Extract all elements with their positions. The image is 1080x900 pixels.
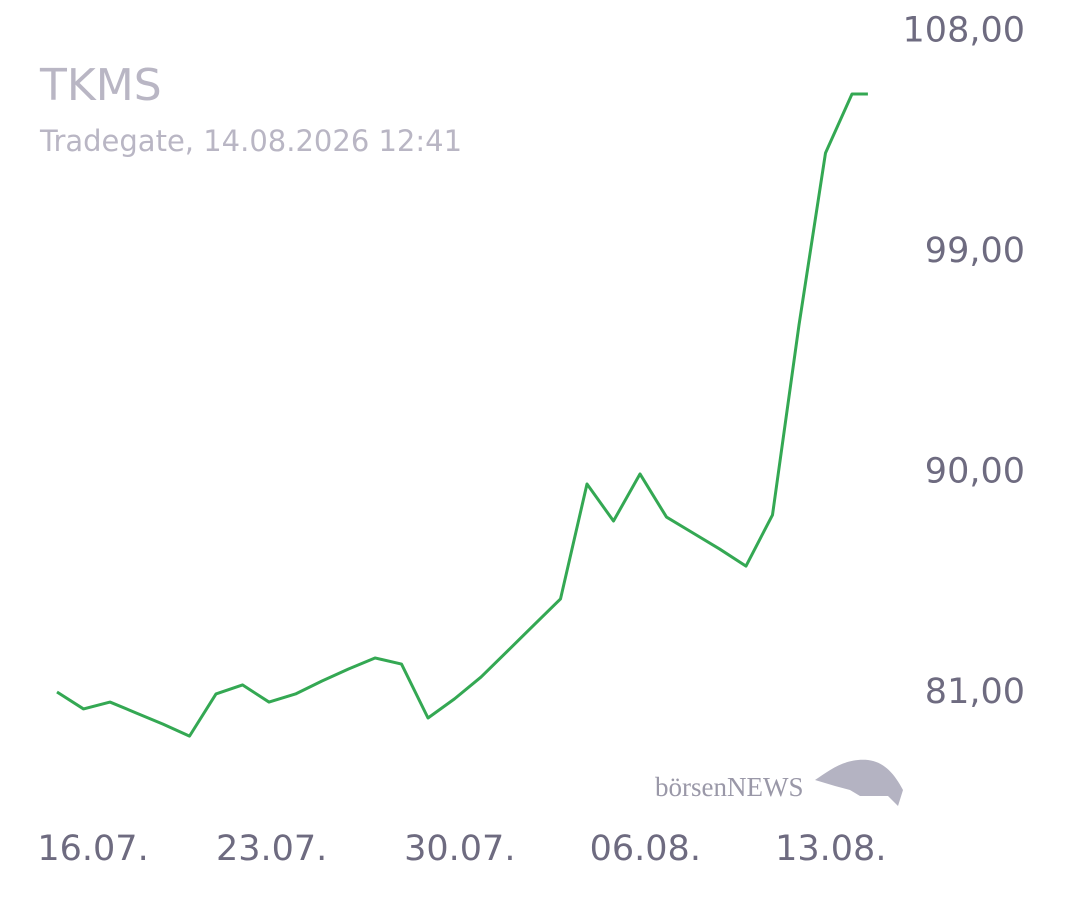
y-tick-label: 81,00 bbox=[925, 672, 1025, 712]
y-tick-label: 90,00 bbox=[925, 452, 1025, 492]
chart-subtitle: Tradegate, 14.08.2026 12:41 bbox=[39, 124, 462, 158]
x-tick-label: 06.08. bbox=[590, 829, 701, 869]
x-tick-label: 13.08. bbox=[775, 829, 886, 869]
line-series bbox=[56, 92, 868, 738]
x-tick-label: 23.07. bbox=[216, 829, 327, 869]
watermark: börsenNEWS bbox=[655, 772, 803, 802]
x-tick-label: 30.07. bbox=[404, 829, 515, 869]
x-tick-label: 16.07. bbox=[37, 829, 148, 869]
y-tick-label: 99,00 bbox=[925, 231, 1025, 271]
watermark-logo: börsenNEWS bbox=[655, 759, 903, 806]
bull-icon bbox=[815, 759, 903, 806]
y-tick-label: 108,00 bbox=[903, 11, 1025, 51]
chart-title: TKMS bbox=[39, 60, 162, 111]
